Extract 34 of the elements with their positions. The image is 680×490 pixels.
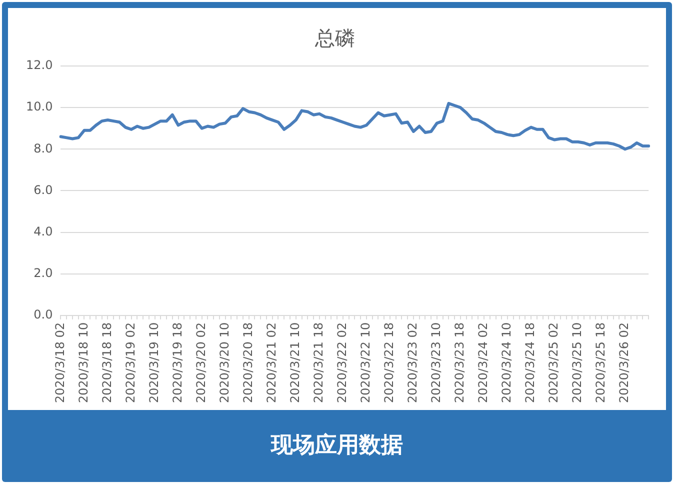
x-tick-label: 2020/3/20 18 <box>240 322 255 404</box>
x-tick-label: 2020/3/18 18 <box>100 322 114 404</box>
x-tick-label: 2020/3/24 18 <box>523 322 538 404</box>
x-tick-label: 2020/3/24 10 <box>500 322 514 404</box>
x-tick-label: 2020/3/23 18 <box>452 322 467 404</box>
x-tick-label: 2020/3/23 10 <box>429 322 444 404</box>
x-tick-label: 2020/3/25 18 <box>594 322 608 404</box>
y-tick-label: 10.0 <box>26 100 53 114</box>
x-tick-label: 2020/3/22 10 <box>358 322 373 404</box>
x-tick-label: 2020/3/20 02 <box>194 322 208 404</box>
y-tick-label: 12.0 <box>26 58 53 72</box>
y-tick-label: 6.0 <box>34 182 53 197</box>
x-tick-label: 2020/3/18 10 <box>76 322 90 404</box>
x-tick-label: 2020/3/26 02 <box>617 322 632 404</box>
x-tick-label: 2020/3/20 10 <box>217 322 232 404</box>
chart-title: 总磷 <box>314 26 355 50</box>
x-tick-label: 2020/3/24 02 <box>476 322 490 404</box>
x-tick-label: 2020/3/22 02 <box>335 322 350 404</box>
x-tick-label: 2020/3/19 10 <box>146 322 161 404</box>
y-tick-label: 4.0 <box>34 224 53 238</box>
x-tick-label: 2020/3/21 18 <box>312 322 326 404</box>
x-tick-label: 2020/3/21 10 <box>288 322 302 404</box>
x-tick-label: 2020/3/23 02 <box>406 322 420 404</box>
x-tick-label: 2020/3/18 02 <box>52 322 67 404</box>
text: 现场应用数据 <box>270 432 404 460</box>
x-tick-label: 2020/3/19 02 <box>123 322 138 404</box>
x-tick-label: 2020/3/21 02 <box>264 322 278 404</box>
y-tick-label: 0.0 <box>34 308 53 322</box>
y-tick-label: 2.0 <box>34 266 53 280</box>
x-tick-label: 2020/3/25 02 <box>546 322 561 404</box>
x-tick-label: 2020/3/19 18 <box>170 322 184 404</box>
x-tick-label: 2020/3/22 18 <box>382 322 396 404</box>
x-tick-label: 2020/3/25 10 <box>570 322 584 404</box>
y-tick-label: 8.0 <box>34 141 53 156</box>
